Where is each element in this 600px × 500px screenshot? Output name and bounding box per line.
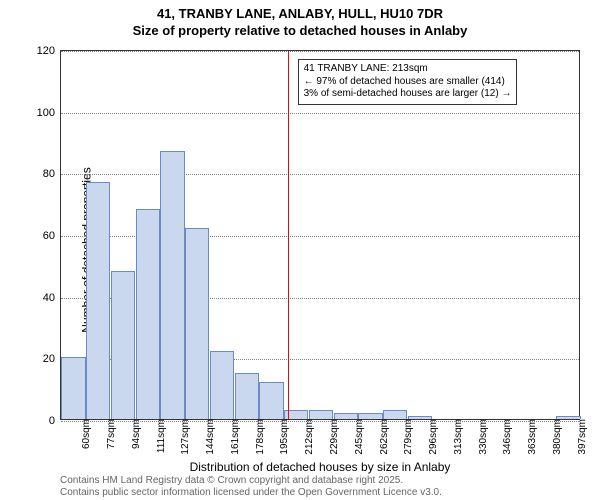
chart-title-line2: Size of property relative to detached ho…	[0, 23, 600, 38]
histogram-bar	[111, 271, 135, 419]
x-tick-label: 346sqm	[498, 419, 513, 455]
annotation-line: ← 97% of detached houses are smaller (41…	[304, 76, 512, 89]
y-tick-label: 60	[43, 230, 61, 242]
x-tick-label: 363sqm	[523, 419, 538, 455]
histogram-bar	[61, 357, 85, 419]
histogram-bar	[383, 410, 407, 419]
x-tick-label: 161sqm	[226, 419, 241, 455]
histogram-bar	[235, 373, 259, 419]
histogram-bar	[259, 382, 283, 419]
annotation-box: 41 TRANBY LANE: 213sqm← 97% of detached …	[298, 59, 518, 105]
x-tick-label: 380sqm	[548, 419, 563, 455]
x-tick-label: 178sqm	[251, 419, 266, 455]
gridline	[61, 113, 579, 114]
y-tick-label: 100	[37, 107, 61, 119]
histogram-bar	[160, 151, 184, 419]
x-tick-label: 313sqm	[449, 419, 464, 455]
x-tick-label: 212sqm	[300, 419, 315, 455]
x-tick-label: 94sqm	[127, 419, 142, 449]
x-tick-label: 245sqm	[350, 419, 365, 455]
x-axis-label: Distribution of detached houses by size …	[60, 460, 580, 474]
x-tick-label: 279sqm	[399, 419, 414, 455]
chart-title-line1: 41, TRANBY LANE, ANLABY, HULL, HU10 7DR	[0, 6, 600, 21]
y-tick-label: 40	[43, 292, 61, 304]
y-tick-label: 120	[37, 45, 61, 57]
y-tick-label: 80	[43, 168, 61, 180]
histogram-bar	[185, 228, 209, 419]
histogram-bar	[210, 351, 234, 419]
gridline	[61, 174, 579, 175]
histogram-bar	[86, 182, 110, 419]
x-tick-label: 144sqm	[201, 419, 216, 455]
x-tick-label: 195sqm	[275, 419, 290, 455]
plot-area: 02040608010012060sqm77sqm94sqm111sqm127s…	[60, 50, 580, 420]
y-tick-label: 0	[49, 415, 61, 427]
x-tick-label: 77sqm	[102, 419, 117, 449]
x-tick-label: 229sqm	[325, 419, 340, 455]
chart-container: 41, TRANBY LANE, ANLABY, HULL, HU10 7DR …	[0, 0, 600, 500]
annotation-line: 41 TRANBY LANE: 213sqm	[304, 63, 512, 76]
attribution-line1: Contains HM Land Registry data © Crown c…	[60, 475, 442, 487]
y-tick-label: 20	[43, 353, 61, 365]
gridline	[61, 51, 579, 52]
x-tick-label: 111sqm	[152, 419, 167, 453]
x-tick-label: 397sqm	[573, 419, 588, 455]
x-tick-label: 60sqm	[77, 419, 92, 449]
histogram-bar	[136, 209, 160, 419]
x-tick-label: 127sqm	[176, 419, 191, 455]
reference-line	[288, 51, 289, 419]
attribution-text: Contains HM Land Registry data © Crown c…	[60, 475, 442, 498]
attribution-line2: Contains public sector information licen…	[60, 487, 442, 499]
x-tick-label: 330sqm	[474, 419, 489, 455]
annotation-line: 3% of semi-detached houses are larger (1…	[304, 88, 512, 101]
x-tick-label: 296sqm	[424, 419, 439, 455]
x-tick-label: 262sqm	[375, 419, 390, 455]
histogram-bar	[309, 410, 333, 419]
